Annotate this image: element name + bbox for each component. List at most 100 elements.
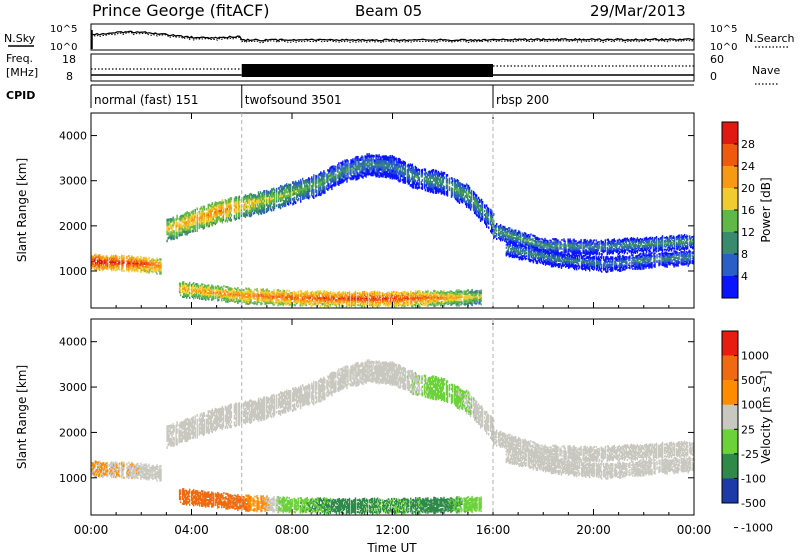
power-cell bbox=[382, 175, 384, 178]
power-cell bbox=[499, 229, 501, 232]
power-cell bbox=[380, 172, 382, 176]
power-cell bbox=[391, 159, 393, 163]
power-cell bbox=[104, 262, 106, 264]
power-cell bbox=[169, 220, 171, 223]
power-cell bbox=[562, 254, 565, 256]
power-cell bbox=[110, 261, 112, 263]
power-cell bbox=[439, 180, 442, 183]
power-cell bbox=[681, 247, 684, 250]
power-cell bbox=[309, 185, 311, 189]
power-cell bbox=[547, 263, 550, 266]
power-cell bbox=[270, 208, 273, 212]
power-cell bbox=[513, 250, 515, 253]
power-cell bbox=[118, 263, 120, 265]
power-cell bbox=[682, 248, 685, 251]
power-cell bbox=[570, 250, 572, 253]
power-cell bbox=[594, 252, 596, 254]
power-cell bbox=[541, 245, 543, 248]
power-cell bbox=[502, 233, 504, 236]
power-cell bbox=[406, 180, 408, 183]
power-cell bbox=[238, 207, 241, 210]
power-cell bbox=[146, 269, 148, 272]
power-cell bbox=[345, 160, 347, 163]
power-cell bbox=[210, 220, 212, 224]
power-cell bbox=[388, 162, 390, 166]
power-cell bbox=[550, 249, 552, 251]
power-cell bbox=[669, 240, 672, 242]
power-cell bbox=[254, 207, 257, 210]
power-cell bbox=[182, 218, 184, 222]
power-cell bbox=[561, 245, 563, 247]
power-cell bbox=[390, 158, 392, 162]
power-cell bbox=[659, 242, 662, 245]
power-cell bbox=[623, 237, 625, 240]
power-cell bbox=[461, 189, 464, 192]
power-cell bbox=[123, 258, 125, 261]
power-cell bbox=[629, 244, 632, 246]
power-cell bbox=[375, 156, 377, 160]
power-cell bbox=[602, 241, 604, 243]
power-cell bbox=[541, 242, 543, 245]
power-cell bbox=[209, 220, 211, 224]
power-cell bbox=[541, 247, 543, 249]
power-cell bbox=[484, 206, 486, 209]
power-cell bbox=[214, 210, 216, 214]
power-cell bbox=[601, 242, 603, 245]
power-cell bbox=[143, 259, 145, 262]
power-cell bbox=[572, 245, 574, 248]
power-cell bbox=[524, 238, 526, 241]
power-cell bbox=[469, 207, 472, 211]
power-cell bbox=[303, 193, 305, 196]
power-cell bbox=[524, 255, 527, 258]
power-cell bbox=[138, 264, 140, 266]
power-cell bbox=[213, 205, 215, 208]
power-cell bbox=[508, 236, 510, 239]
power-cell bbox=[269, 192, 272, 195]
power-cell bbox=[616, 247, 618, 250]
power-cell bbox=[415, 184, 417, 187]
power-cell bbox=[548, 243, 550, 246]
power-cell bbox=[363, 174, 365, 177]
power-cell bbox=[260, 195, 263, 198]
power-cell bbox=[542, 245, 544, 248]
power-cell bbox=[689, 244, 691, 247]
power-cell bbox=[439, 188, 442, 191]
power-cell bbox=[248, 196, 251, 199]
power-cell bbox=[481, 201, 484, 204]
power-cell bbox=[538, 257, 541, 259]
power-cell bbox=[527, 247, 530, 249]
power-cell bbox=[638, 239, 641, 241]
power-cell bbox=[518, 235, 520, 238]
power-cell bbox=[500, 227, 502, 230]
power-cell bbox=[563, 251, 565, 254]
power-cell bbox=[514, 231, 516, 233]
power-cell bbox=[385, 166, 387, 170]
power-cell bbox=[364, 172, 366, 175]
power-cell bbox=[473, 207, 476, 210]
power-cell bbox=[456, 181, 459, 185]
power-cell bbox=[94, 254, 96, 257]
power-cell bbox=[167, 232, 169, 235]
power-cell bbox=[655, 250, 658, 253]
power-cell bbox=[283, 201, 285, 205]
power-cell bbox=[505, 251, 507, 254]
power-cell bbox=[559, 262, 562, 265]
power-cell bbox=[560, 253, 563, 256]
power-cell bbox=[183, 215, 185, 219]
power-cell bbox=[300, 195, 302, 198]
power-cell bbox=[613, 244, 615, 247]
power-cell bbox=[366, 158, 368, 161]
power-cell bbox=[446, 185, 449, 188]
power-cell bbox=[396, 174, 398, 177]
power-cell bbox=[572, 251, 574, 254]
power-cell bbox=[358, 162, 360, 166]
power-cell bbox=[132, 263, 134, 266]
power-cell bbox=[406, 175, 408, 179]
power-cell bbox=[397, 167, 399, 170]
power-cell bbox=[403, 176, 405, 180]
power-cell bbox=[660, 249, 663, 252]
power-cell bbox=[169, 224, 171, 228]
power-cell bbox=[686, 236, 688, 238]
power-cell bbox=[466, 193, 469, 197]
power-cell bbox=[641, 247, 644, 250]
